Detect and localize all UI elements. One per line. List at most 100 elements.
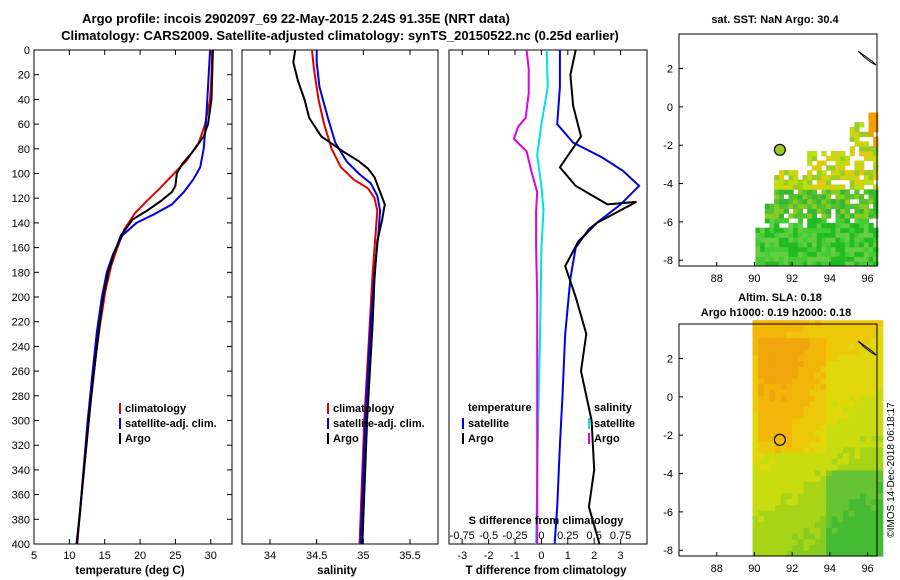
sst-cell: [802, 179, 808, 185]
sst-cell: [868, 155, 874, 162]
sla-cell: [843, 458, 850, 465]
sla-cell: [837, 371, 844, 379]
sla-cell: [854, 458, 861, 465]
sst-cell: [863, 141, 869, 147]
sst-cell: [778, 198, 785, 205]
sla-cell: [871, 412, 878, 419]
sla-cell: [877, 331, 884, 339]
sst-cell: [816, 246, 822, 253]
depth-tick-label: 40: [18, 94, 30, 106]
sla-cell: [820, 481, 827, 488]
sla-cell: [826, 498, 833, 505]
sla-cell: [803, 521, 810, 528]
sla-cell: [826, 458, 833, 465]
sla-cell: [792, 533, 799, 540]
sst-cell: [783, 227, 789, 233]
sla-cell: [792, 377, 799, 385]
sst-cell: [797, 198, 803, 205]
sst-cell: [764, 256, 770, 262]
sla-cell: [769, 377, 776, 385]
longitude-tick-label: 90: [748, 273, 760, 285]
longitude-tick-label: 92: [786, 273, 798, 285]
sla-cell: [837, 533, 844, 540]
sla-cell: [843, 452, 850, 459]
sla-cell: [775, 325, 782, 333]
sla-cell: [758, 515, 765, 523]
sst-cell: [840, 256, 846, 262]
sla-cell: [775, 458, 782, 465]
sst-cell: [821, 160, 827, 166]
sst-cell: [811, 184, 818, 190]
sla-cell: [871, 469, 878, 477]
sla-cell: [803, 337, 810, 344]
latitude-tick-label: 0: [667, 102, 673, 114]
sla-cell: [763, 343, 771, 350]
sla-cell: [809, 544, 816, 551]
sla-cell: [865, 498, 872, 505]
sst-cell: [826, 232, 832, 238]
sla-cell: [877, 510, 884, 517]
sst-cell: [873, 227, 879, 233]
sla-map-title: Altim. SLA: 0.18: [738, 292, 822, 304]
sst-cell: [868, 174, 874, 181]
sla-cell: [854, 469, 861, 477]
sla-cell: [786, 320, 793, 327]
sla-cell: [780, 544, 788, 551]
sla-cell: [803, 533, 810, 540]
sst-cell: [816, 184, 822, 190]
temperature-difference-tick-label: 1: [565, 550, 571, 562]
sla-cell: [860, 320, 867, 327]
sla-cell: [752, 487, 759, 494]
sla-cell: [803, 418, 810, 425]
sst-cell: [821, 194, 827, 200]
sst-cell: [788, 232, 794, 238]
sla-cell: [877, 325, 884, 333]
sst-cell: [783, 179, 789, 185]
sla-cell: [803, 527, 810, 534]
sla-cell: [769, 504, 776, 511]
sla-cell: [780, 429, 788, 436]
sla-cell: [865, 406, 872, 413]
sla-cell: [780, 452, 788, 459]
sst-cell: [778, 213, 785, 219]
sla-cell: [843, 343, 850, 350]
sst-cell: [793, 184, 799, 190]
sla-cell: [792, 343, 799, 350]
sla-cell: [871, 343, 878, 350]
sla-cell: [837, 389, 844, 396]
sst-cell: [873, 141, 879, 147]
sla-cell: [831, 469, 838, 477]
sst-cell: [859, 227, 865, 233]
sla-cell: [763, 446, 771, 454]
sla-cell: [758, 487, 765, 494]
sst-cell: [840, 218, 846, 224]
sst-cell: [854, 227, 860, 233]
sla-cell: [854, 492, 861, 500]
sst-cell: [849, 151, 855, 157]
sst-cell: [793, 198, 799, 205]
sst-cell: [844, 237, 851, 243]
sla-cell: [831, 371, 838, 379]
sla-cell: [797, 498, 805, 505]
sla-cell: [780, 504, 788, 511]
sla-cell: [837, 331, 844, 339]
sla-cell: [814, 418, 822, 425]
sla-cell: [854, 325, 861, 333]
sla-cell: [860, 377, 867, 385]
sla-cell: [797, 418, 805, 425]
sla-cell: [809, 320, 816, 327]
sla-cell: [848, 510, 855, 517]
sst-cell: [826, 246, 832, 253]
sla-cell: [820, 423, 827, 431]
sla-cell: [780, 538, 788, 546]
sla-cell: [758, 429, 765, 436]
sla-cell: [843, 544, 850, 551]
sla-cell: [775, 354, 782, 362]
sst-cell: [783, 242, 789, 248]
sla-cell: [860, 325, 867, 333]
sst-cell: [778, 179, 785, 185]
sla-cell: [814, 481, 822, 488]
sla-cell: [871, 550, 878, 557]
sla-cell: [848, 371, 855, 379]
sst-cell: [764, 203, 770, 209]
